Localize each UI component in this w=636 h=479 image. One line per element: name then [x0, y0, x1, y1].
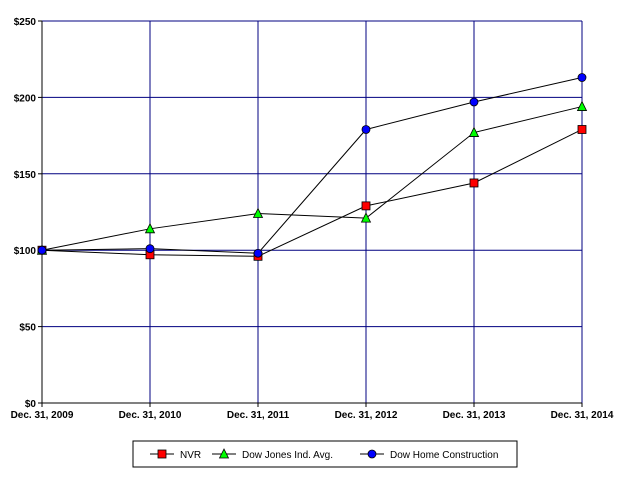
- series-2-point: [253, 248, 263, 258]
- series-1-point: [144, 222, 156, 234]
- x-tick-label: Dec. 31, 2009: [11, 410, 74, 421]
- y-tick-label: $150: [14, 170, 37, 181]
- series-0-point: [361, 201, 371, 211]
- series-line-0: [41, 129, 583, 257]
- series-2-point: [145, 244, 155, 254]
- y-tick-label: $0: [25, 399, 37, 410]
- series-line-1: [41, 106, 583, 251]
- series-1-point: [468, 126, 480, 137]
- x-tick-label: Dec. 31, 2012: [335, 410, 398, 421]
- legend: [132, 440, 518, 468]
- series-0-point: [577, 125, 587, 134]
- legend-marker-2: [367, 449, 377, 459]
- legend-marker-1: [218, 448, 230, 459]
- series-line-2: [41, 77, 583, 254]
- series-1-point: [252, 207, 264, 218]
- series-0-point: [469, 178, 479, 188]
- x-tick-label: Dec. 31, 2014: [551, 410, 614, 421]
- legend-label-0: NVR: [180, 450, 201, 461]
- series-2-point: [469, 97, 479, 107]
- series-2-point: [37, 245, 47, 255]
- plot-area: [42, 21, 582, 403]
- legend-marker-0: [157, 449, 167, 459]
- series-2-point: [577, 73, 587, 82]
- series-1-point: [360, 212, 372, 223]
- x-tick-label: Dec. 31, 2013: [443, 410, 506, 421]
- y-tick-label: $50: [19, 323, 36, 334]
- legend-label-1: Dow Jones Ind. Avg.: [242, 450, 333, 461]
- y-tick-label: $250: [14, 17, 37, 28]
- legend-label-2: Dow Home Construction: [390, 450, 498, 461]
- x-tick-label: Dec. 31, 2010: [119, 410, 182, 421]
- x-tick-label: Dec. 31, 2011: [227, 410, 290, 421]
- y-tick-label: $200: [14, 93, 37, 104]
- y-tick-label: $100: [14, 246, 37, 257]
- series-1-point: [576, 100, 588, 111]
- series-2-point: [361, 125, 371, 134]
